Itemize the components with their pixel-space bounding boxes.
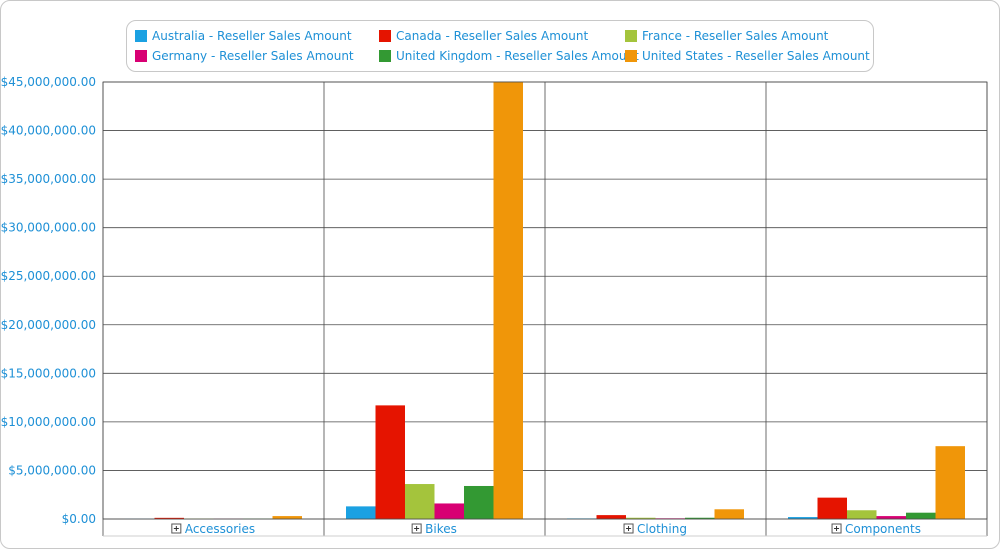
bar-accessories-5[interactable] bbox=[272, 516, 303, 519]
legend-label-canada: Canada - Reseller Sales Amount bbox=[396, 29, 589, 43]
legend-label-united-states: United States - Reseller Sales Amount bbox=[642, 49, 870, 63]
legend-swatch-france bbox=[625, 30, 637, 42]
legend-swatch-united-states bbox=[625, 50, 637, 62]
legend-item-australia[interactable]: Australia - Reseller Sales Amount bbox=[135, 27, 352, 45]
bar-components-1[interactable] bbox=[817, 497, 848, 519]
legend-item-france[interactable]: France - Reseller Sales Amount bbox=[625, 27, 828, 45]
legend-swatch-united-kingdom bbox=[379, 50, 391, 62]
legend-label-united-kingdom: United Kingdom - Reseller Sales Amount bbox=[396, 49, 639, 63]
bar-clothing-5[interactable] bbox=[714, 509, 745, 519]
legend-item-united-kingdom[interactable]: United Kingdom - Reseller Sales Amount bbox=[379, 47, 639, 65]
legend-swatch-canada bbox=[379, 30, 391, 42]
legend-label-germany: Germany - Reseller Sales Amount bbox=[152, 49, 354, 63]
legend-item-canada[interactable]: Canada - Reseller Sales Amount bbox=[379, 27, 588, 45]
plot-area-border bbox=[102, 81, 988, 520]
y-tick-label: $20,000,000.00 bbox=[1, 318, 96, 332]
chart-legend: Australia - Reseller Sales Amount Canada… bbox=[126, 20, 874, 72]
category-label[interactable]: Clothing bbox=[637, 522, 687, 536]
bar-clothing-2[interactable] bbox=[626, 517, 656, 519]
bar-components-2[interactable] bbox=[847, 510, 877, 519]
legend-swatch-australia bbox=[135, 30, 147, 42]
bar-components-0[interactable] bbox=[788, 517, 818, 519]
bar-bikes-0[interactable] bbox=[346, 506, 376, 519]
y-tick-label: $5,000,000.00 bbox=[8, 463, 96, 477]
bar-bikes-2[interactable] bbox=[405, 484, 435, 519]
y-tick-label: $40,000,000.00 bbox=[1, 124, 96, 138]
y-tick-label: $10,000,000.00 bbox=[1, 415, 96, 429]
legend-label-france: France - Reseller Sales Amount bbox=[642, 29, 829, 43]
bar-clothing-4[interactable] bbox=[685, 517, 715, 519]
bar-components-3[interactable] bbox=[876, 516, 907, 519]
y-tick-label: $45,000,000.00 bbox=[1, 75, 96, 89]
bar-clothing-1[interactable] bbox=[596, 515, 627, 519]
category-label[interactable]: Bikes bbox=[425, 522, 457, 536]
y-tick-label: $25,000,000.00 bbox=[1, 269, 96, 283]
bar-bikes-4[interactable] bbox=[464, 485, 494, 519]
legend-swatch-germany bbox=[135, 50, 147, 62]
y-tick-label: $15,000,000.00 bbox=[1, 366, 96, 380]
legend-item-germany[interactable]: Germany - Reseller Sales Amount bbox=[135, 47, 354, 65]
bar-bikes-3[interactable] bbox=[434, 503, 465, 519]
y-tick-label: $35,000,000.00 bbox=[1, 172, 96, 186]
category-label[interactable]: Components bbox=[845, 522, 921, 536]
legend-item-united-states[interactable]: United States - Reseller Sales Amount bbox=[625, 47, 870, 65]
bar-accessories-1[interactable] bbox=[154, 517, 185, 519]
legend-label-australia: Australia - Reseller Sales Amount bbox=[152, 29, 352, 43]
category-label[interactable]: Accessories bbox=[185, 522, 255, 536]
bar-bikes-1[interactable] bbox=[375, 405, 406, 519]
y-tick-label: $0.00 bbox=[62, 512, 96, 526]
y-tick-label: $30,000,000.00 bbox=[1, 221, 96, 235]
bar-components-5[interactable] bbox=[935, 446, 966, 519]
bar-components-4[interactable] bbox=[906, 512, 936, 519]
bar-bikes-5[interactable] bbox=[493, 82, 524, 519]
